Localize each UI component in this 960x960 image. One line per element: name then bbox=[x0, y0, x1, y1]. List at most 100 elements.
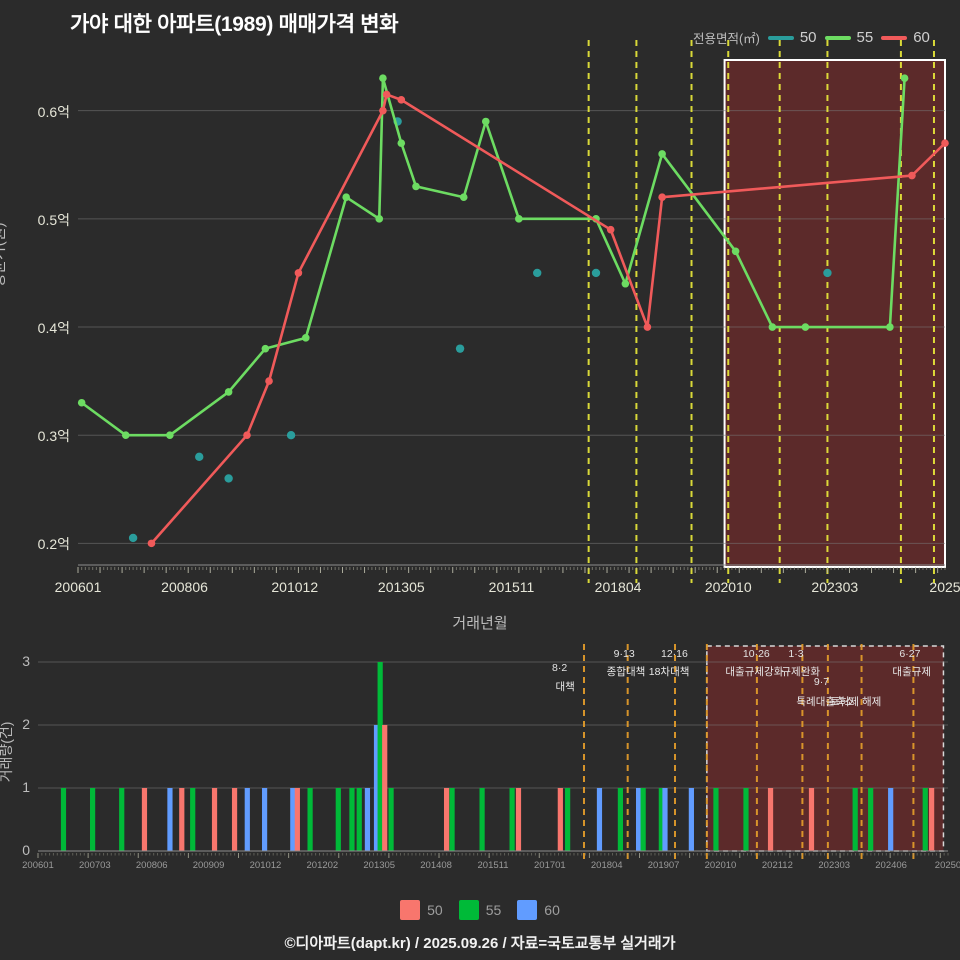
volume-legend-swatch-60 bbox=[517, 900, 538, 920]
volume-bar bbox=[179, 788, 185, 851]
volume-x-tick: 201408 bbox=[420, 860, 452, 871]
volume-x-tick: 202112 bbox=[761, 860, 793, 871]
volume-bar bbox=[364, 788, 371, 851]
footer-credit: ©디아파트(dapt.kr) / 2025.09.26 / 자료=국토교통부 실… bbox=[284, 935, 676, 952]
main-y-tick: 0.6억 bbox=[37, 103, 70, 120]
policy-annotation-label: 대출규제강화 bbox=[725, 666, 784, 678]
main-x-tick: 202010 bbox=[704, 579, 752, 595]
volume-y-tick: 1 bbox=[22, 779, 30, 795]
policy-annotation-date: 8·2 bbox=[552, 662, 568, 674]
main-y-tick: 0.3억 bbox=[37, 428, 70, 445]
data-point-50 bbox=[286, 430, 296, 440]
volume-x-tick: 200909 bbox=[192, 860, 225, 871]
data-point-55 bbox=[261, 344, 270, 353]
volume-bar bbox=[515, 788, 522, 851]
data-point-60 bbox=[908, 171, 916, 180]
main-x-tick: 200601 bbox=[54, 579, 102, 595]
volume-x-tick: 202303 bbox=[818, 860, 851, 871]
data-point-60 bbox=[294, 269, 303, 277]
data-point-55 bbox=[412, 182, 420, 191]
data-point-55 bbox=[224, 388, 233, 396]
volume-x-tick: 202406 bbox=[875, 860, 907, 871]
data-point-60 bbox=[606, 225, 615, 234]
volume-x-tick: 201804 bbox=[590, 860, 623, 871]
volume-legend-label-60: 60 bbox=[544, 902, 560, 918]
volume-bar bbox=[335, 788, 341, 851]
data-point-55 bbox=[621, 279, 630, 288]
volume-bar bbox=[349, 788, 355, 851]
main-x-tick: 2025 bbox=[929, 579, 960, 595]
main-x-axis-label: 거래년월 bbox=[452, 615, 508, 632]
volume-y-tick: 0 bbox=[22, 842, 30, 858]
data-point-55 bbox=[731, 247, 740, 256]
volume-bar bbox=[244, 788, 250, 851]
data-point-55 bbox=[900, 74, 909, 83]
main-x-tick: 201804 bbox=[594, 579, 642, 595]
volume-x-tick: 201012 bbox=[249, 860, 282, 871]
volume-legend-swatch-55 bbox=[458, 900, 479, 920]
volume-x-tick: 201701 bbox=[534, 860, 566, 871]
legend-label-50: 50 bbox=[799, 29, 817, 46]
volume-bar bbox=[141, 788, 148, 851]
volume-bar bbox=[662, 788, 668, 851]
data-point-55 bbox=[375, 215, 384, 223]
data-point-50 bbox=[823, 268, 832, 278]
volume-bar bbox=[617, 788, 623, 851]
data-point-55 bbox=[515, 215, 523, 223]
volume-legend-item-60[interactable]: 60 bbox=[517, 900, 560, 920]
volume-bar bbox=[929, 788, 935, 851]
data-point-55 bbox=[301, 334, 310, 342]
main-y-tick: 0.2억 bbox=[37, 536, 70, 553]
legend-item-60[interactable]: 60 bbox=[881, 29, 930, 46]
data-point-50 bbox=[128, 533, 138, 543]
volume-bar bbox=[713, 788, 719, 851]
volume-bar bbox=[888, 788, 894, 851]
legend-swatch-55 bbox=[824, 35, 851, 40]
price-line-chart bbox=[77, 40, 949, 583]
legend-item-55[interactable]: 55 bbox=[824, 29, 873, 46]
main-highlight-region bbox=[723, 59, 947, 568]
data-point-60 bbox=[147, 539, 156, 548]
volume-bar bbox=[119, 788, 125, 851]
volume-bar bbox=[743, 788, 749, 851]
policy-annotation-label: 18차대책 bbox=[648, 666, 690, 678]
legend-swatch-60 bbox=[881, 35, 908, 40]
volume-bar bbox=[449, 788, 455, 851]
volume-x-tick: 201907 bbox=[647, 860, 680, 871]
data-point-60 bbox=[397, 96, 406, 104]
volume-bar bbox=[211, 788, 218, 851]
data-point-55 bbox=[481, 117, 490, 126]
volume-y-tick: 2 bbox=[22, 716, 30, 732]
data-point-55 bbox=[801, 323, 810, 331]
volume-x-tick: 200806 bbox=[135, 860, 168, 871]
volume-bar bbox=[852, 788, 858, 851]
legend-item-50[interactable]: 50 bbox=[767, 29, 817, 46]
volume-bar bbox=[356, 788, 362, 851]
volume-bar bbox=[509, 788, 515, 851]
volume-legend-item-55[interactable]: 55 bbox=[458, 900, 502, 920]
volume-bar bbox=[636, 788, 642, 851]
data-point-60 bbox=[382, 90, 391, 99]
volume-legend-item-50[interactable]: 50 bbox=[400, 900, 443, 920]
volume-bar bbox=[557, 788, 563, 851]
volume-bar bbox=[658, 788, 664, 851]
volume-bar bbox=[388, 788, 394, 851]
area-legend: 전용면적(㎡) 50 55 60 bbox=[693, 28, 930, 47]
data-point-55 bbox=[886, 323, 894, 331]
volume-legend-label-55: 55 bbox=[485, 902, 502, 918]
main-x-tick: 200806 bbox=[161, 579, 208, 595]
policy-annotation-label: 토허제 해제 bbox=[830, 696, 882, 708]
main-y-tick: 0.4억 bbox=[37, 320, 70, 337]
volume-bar bbox=[167, 788, 173, 851]
volume-x-tick: 201202 bbox=[306, 860, 339, 871]
policy-annotation-date: 1·3 bbox=[788, 648, 804, 660]
data-point-60 bbox=[379, 106, 387, 115]
data-point-50 bbox=[591, 268, 601, 278]
volume-bar bbox=[290, 788, 296, 851]
data-point-50 bbox=[224, 474, 233, 483]
main-y-tick: 0.5억 bbox=[37, 211, 70, 228]
volume-bar bbox=[90, 788, 96, 851]
policy-annotation-date: 9·7 bbox=[813, 676, 830, 688]
volume-bar bbox=[190, 788, 196, 851]
